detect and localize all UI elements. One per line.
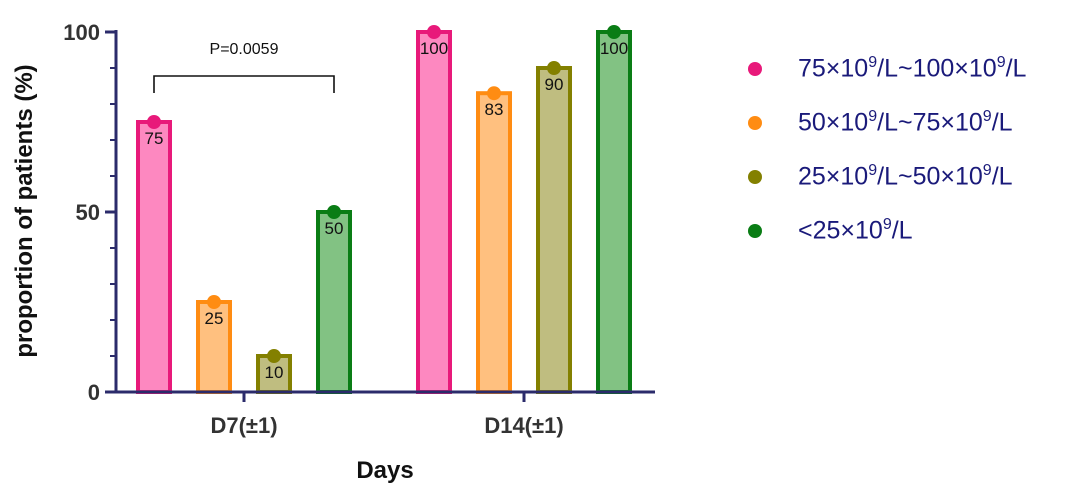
data-point xyxy=(427,25,441,39)
p-value-annotation: P=0.0059 xyxy=(210,41,279,58)
legend-marker xyxy=(748,116,762,130)
data-label: 25 xyxy=(205,309,224,328)
data-point xyxy=(207,295,221,309)
bar xyxy=(596,30,632,394)
data-label: 100 xyxy=(600,39,628,58)
legend-item: 50×109/L~75×109/L xyxy=(748,96,1026,150)
legend: 75×109/L~100×109/L 50×109/L~75×109/L 25×10… xyxy=(748,42,1026,258)
bar xyxy=(416,30,452,394)
data-point xyxy=(547,61,561,75)
data-label: 100 xyxy=(420,39,448,58)
data-point xyxy=(487,86,501,101)
legend-item: <25×109/L xyxy=(748,204,1026,258)
x-tick-label: D7(±1) xyxy=(210,413,277,438)
data-point xyxy=(267,349,281,363)
data-label: 90 xyxy=(545,75,564,94)
data-label: 75 xyxy=(145,129,164,148)
data-label: 83 xyxy=(485,100,504,119)
legend-marker xyxy=(748,170,762,184)
bar xyxy=(536,66,572,394)
legend-label: 50×109/L~75×109/L xyxy=(798,108,1013,137)
significance-bracket xyxy=(153,75,335,93)
data-label: 10 xyxy=(265,363,284,382)
bar xyxy=(316,210,352,394)
y-axis-title: proportion of patients (%) xyxy=(11,64,38,357)
legend-item: 75×109/L~100×109/L xyxy=(748,42,1026,96)
data-point xyxy=(147,115,161,129)
legend-marker xyxy=(748,224,762,238)
data-point xyxy=(327,205,341,219)
legend-label: <25×109/L xyxy=(798,216,913,245)
bar xyxy=(476,91,512,394)
y-tick-label: 0 xyxy=(88,380,100,405)
y-tick-label: 50 xyxy=(76,200,100,225)
legend-label: 25×109/L~50×109/L xyxy=(798,162,1013,191)
legend-label: 75×109/L~100×109/L xyxy=(798,54,1027,83)
y-tick-label: 100 xyxy=(63,20,100,45)
data-point xyxy=(607,25,621,39)
bar xyxy=(136,120,172,394)
data-label: 50 xyxy=(325,219,344,238)
legend-item: 25×109/L~50×109/L xyxy=(748,150,1026,204)
x-tick-label: D14(±1) xyxy=(484,413,563,438)
x-axis-title: Days xyxy=(356,457,413,484)
legend-marker xyxy=(748,62,762,76)
